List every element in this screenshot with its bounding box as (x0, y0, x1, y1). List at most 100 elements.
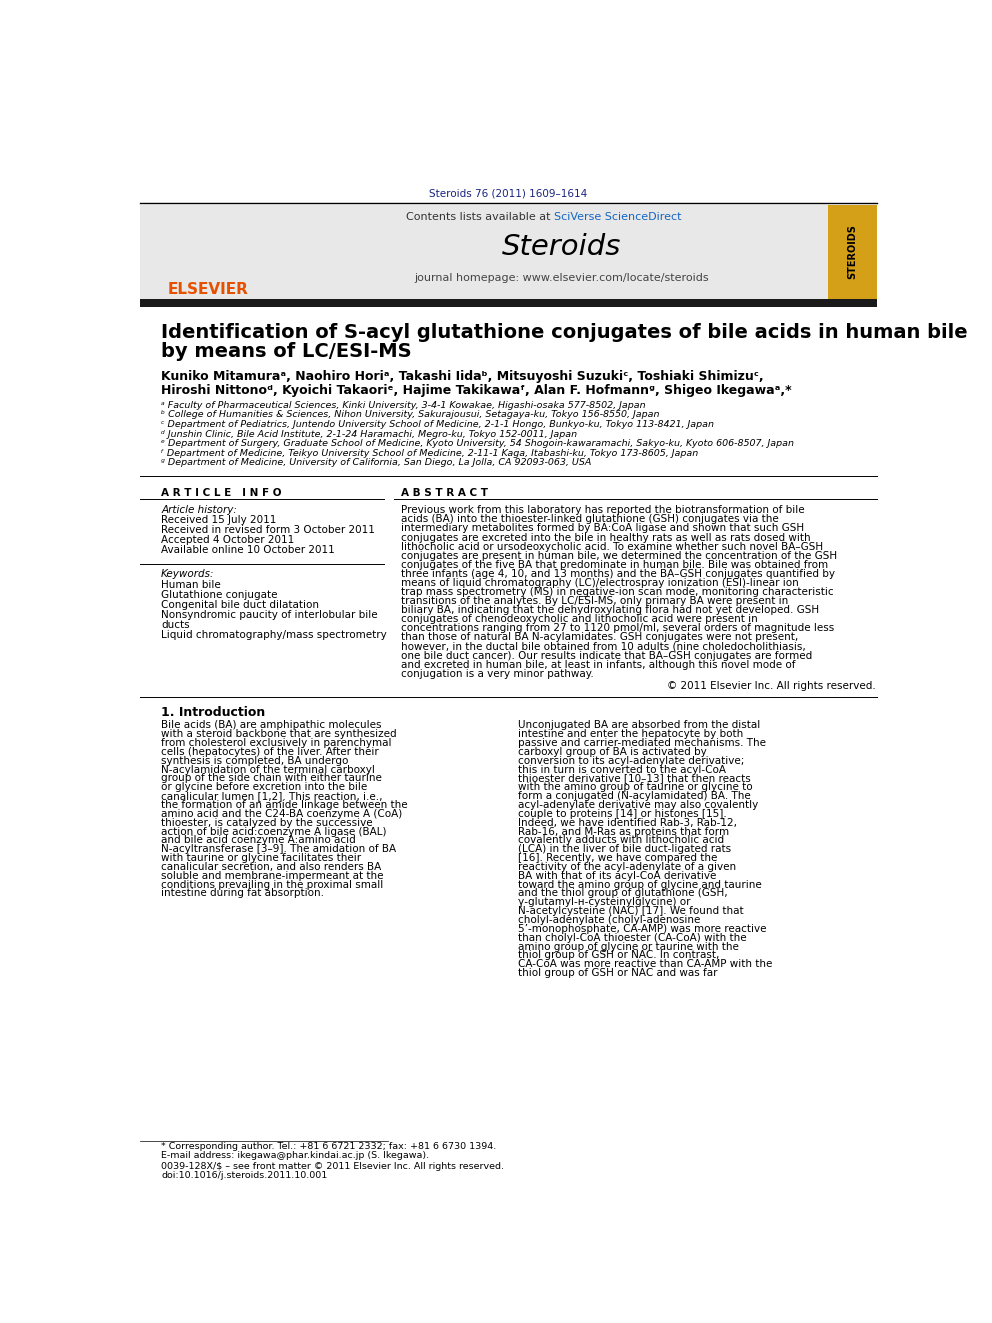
Text: A R T I C L E   I N F O: A R T I C L E I N F O (161, 488, 282, 497)
Text: conjugation is a very minor pathway.: conjugation is a very minor pathway. (402, 669, 594, 679)
Text: and the thiol group of glutathione (GSH,: and the thiol group of glutathione (GSH, (518, 889, 727, 898)
Text: group of the side chain with either taurine: group of the side chain with either taur… (161, 774, 382, 783)
Text: (LCA) in the liver of bile duct-ligated rats: (LCA) in the liver of bile duct-ligated … (518, 844, 731, 855)
Text: than those of natural BA N-acylamidates. GSH conjugates were not present,: than those of natural BA N-acylamidates.… (402, 632, 799, 643)
Text: ᵃ Faculty of Pharmaceutical Sciences, Kinki University, 3-4-1 Kowakae, Higashi-o: ᵃ Faculty of Pharmaceutical Sciences, Ki… (161, 401, 646, 410)
Text: conversion to its acyl-adenylate derivative;: conversion to its acyl-adenylate derivat… (518, 755, 744, 766)
Text: Steroids: Steroids (502, 233, 622, 262)
Text: thioester, is catalyzed by the successive: thioester, is catalyzed by the successiv… (161, 818, 373, 828)
Text: trap mass spectrometry (MS) in negative-ion scan mode, monitoring characteristic: trap mass spectrometry (MS) in negative-… (402, 587, 834, 597)
Text: A B S T R A C T: A B S T R A C T (402, 488, 488, 497)
Text: soluble and membrane-impermeant at the: soluble and membrane-impermeant at the (161, 871, 384, 881)
Text: N-acylamidation of the terminal carboxyl: N-acylamidation of the terminal carboxyl (161, 765, 375, 774)
Text: conditions prevailing in the proximal small: conditions prevailing in the proximal sm… (161, 880, 384, 889)
Text: ᵇ College of Humanities & Sciences, Nihon University, Sakurajousui, Setagaya-ku,: ᵇ College of Humanities & Sciences, Niho… (161, 410, 660, 419)
Text: Indeed, we have identified Rab-3, Rab-12,: Indeed, we have identified Rab-3, Rab-12… (518, 818, 737, 828)
Text: cells (hepatocytes) of the liver. After their: cells (hepatocytes) of the liver. After … (161, 746, 379, 757)
Text: by means of LC/ESI-MS: by means of LC/ESI-MS (161, 341, 412, 361)
FancyBboxPatch shape (140, 205, 291, 299)
Text: canalicular secretion, and also renders BA: canalicular secretion, and also renders … (161, 861, 382, 872)
Text: intestine during fat absorption.: intestine during fat absorption. (161, 889, 324, 898)
Text: Contents lists available at: Contents lists available at (406, 212, 555, 221)
Text: synthesis is completed, BA undergo: synthesis is completed, BA undergo (161, 755, 348, 766)
Text: acyl-adenylate derivative may also covalently: acyl-adenylate derivative may also coval… (518, 800, 758, 810)
Text: 5’-monophosphate, CA-AMP) was more reactive: 5’-monophosphate, CA-AMP) was more react… (518, 923, 766, 934)
Text: N-acetylcysteine (NAC) [17]. We found that: N-acetylcysteine (NAC) [17]. We found th… (518, 906, 743, 917)
Text: Identification of S-acyl glutathione conjugates of bile acids in human bile: Identification of S-acyl glutathione con… (161, 323, 968, 341)
Text: ᶜ Department of Pediatrics, Juntendo University School of Medicine, 2-1-1 Hongo,: ᶜ Department of Pediatrics, Juntendo Uni… (161, 419, 714, 429)
Text: thioester derivative [10–13] that then reacts: thioester derivative [10–13] that then r… (518, 774, 751, 783)
Text: concentrations ranging from 27 to 1120 pmol/ml, several orders of magnitude less: concentrations ranging from 27 to 1120 p… (402, 623, 834, 634)
Text: conjugates are excreted into the bile in healthy rats as well as rats dosed with: conjugates are excreted into the bile in… (402, 533, 811, 542)
Text: this in turn is converted to the acyl-CoA: this in turn is converted to the acyl-Co… (518, 765, 726, 774)
Text: Nonsyndromic paucity of interlobular bile: Nonsyndromic paucity of interlobular bil… (161, 610, 378, 620)
Text: couple to proteins [14] or histones [15].: couple to proteins [14] or histones [15]… (518, 808, 726, 819)
Text: N-acyltransferase [3–9]. The amidation of BA: N-acyltransferase [3–9]. The amidation o… (161, 844, 397, 855)
Text: amino acid and the C24-BA coenzyme A (CoA): amino acid and the C24-BA coenzyme A (Co… (161, 808, 403, 819)
Text: intermediary metabolites formed by BA:CoA ligase and shown that such GSH: intermediary metabolites formed by BA:Co… (402, 524, 805, 533)
Text: Keywords:: Keywords: (161, 569, 214, 579)
Text: Hiroshi Nittonoᵈ, Kyoichi Takaoriᵉ, Hajime Takikawaᶠ, Alan F. Hofmannᵍ, Shigeo I: Hiroshi Nittonoᵈ, Kyoichi Takaoriᵉ, Haji… (161, 384, 792, 397)
FancyBboxPatch shape (827, 205, 877, 299)
Text: ᵈ Junshin Clinic, Bile Acid Institute, 2-1-24 Haramachi, Megro-ku, Tokyo 152-001: ᵈ Junshin Clinic, Bile Acid Institute, 2… (161, 430, 577, 438)
Text: © 2011 Elsevier Inc. All rights reserved.: © 2011 Elsevier Inc. All rights reserved… (667, 681, 876, 691)
Text: Received 15 July 2011: Received 15 July 2011 (161, 515, 277, 525)
Text: form a conjugated (N-acylamidated) BA. The: form a conjugated (N-acylamidated) BA. T… (518, 791, 751, 802)
Text: * Corresponding author. Tel.: +81 6 6721 2332; fax: +81 6 6730 1394.: * Corresponding author. Tel.: +81 6 6721… (161, 1142, 496, 1151)
Text: and bile acid coenzyme A:amino acid: and bile acid coenzyme A:amino acid (161, 835, 356, 845)
Text: ᵉ Department of Surgery, Graduate School of Medicine, Kyoto University, 54 Shogo: ᵉ Department of Surgery, Graduate School… (161, 439, 795, 448)
Text: with taurine or glycine facilitates their: with taurine or glycine facilitates thei… (161, 853, 361, 863)
Text: Previous work from this laboratory has reported the biotransformation of bile: Previous work from this laboratory has r… (402, 505, 806, 515)
Text: with the amino group of taurine or glycine to: with the amino group of taurine or glyci… (518, 782, 752, 792)
Text: transitions of the analytes. By LC/ESI-MS, only primary BA were present in: transitions of the analytes. By LC/ESI-M… (402, 597, 789, 606)
Text: Liquid chromatography/mass spectrometry: Liquid chromatography/mass spectrometry (161, 630, 387, 640)
Text: ducts: ducts (161, 620, 189, 630)
Text: conjugates of chenodeoxycholic and lithocholic acid were present in: conjugates of chenodeoxycholic and litho… (402, 614, 758, 624)
Text: SciVerse ScienceDirect: SciVerse ScienceDirect (555, 212, 682, 221)
Text: Steroids 76 (2011) 1609–1614: Steroids 76 (2011) 1609–1614 (430, 188, 587, 198)
Text: Bile acids (BA) are amphipathic molecules: Bile acids (BA) are amphipathic molecule… (161, 720, 382, 730)
Text: cholyl-adenylate (cholyl-adenosine: cholyl-adenylate (cholyl-adenosine (518, 916, 700, 925)
Text: covalently adducts with lithocholic acid: covalently adducts with lithocholic acid (518, 835, 724, 845)
Text: Congenital bile duct dilatation: Congenital bile duct dilatation (161, 599, 319, 610)
Text: STEROIDS: STEROIDS (847, 224, 857, 279)
Text: carboxyl group of BA is activated by: carboxyl group of BA is activated by (518, 746, 706, 757)
Text: 1. Introduction: 1. Introduction (161, 705, 266, 718)
Text: biliary BA, indicating that the dehydroxylating flora had not yet developed. GSH: biliary BA, indicating that the dehydrox… (402, 605, 819, 615)
Text: thiol group of GSH or NAC and was far: thiol group of GSH or NAC and was far (518, 968, 717, 978)
Text: Kuniko Mitamuraᵃ, Naohiro Horiᵃ, Takashi Iidaᵇ, Mitsuyoshi Suzukiᶜ, Toshiaki Shi: Kuniko Mitamuraᵃ, Naohiro Horiᵃ, Takashi… (161, 370, 764, 384)
Text: ᶠ Department of Medicine, Teikyo University School of Medicine, 2-11-1 Kaga, Ita: ᶠ Department of Medicine, Teikyo Univers… (161, 448, 698, 458)
Text: BA with that of its acyl-CoA derivative: BA with that of its acyl-CoA derivative (518, 871, 716, 881)
Text: CA-CoA was more reactive than CA-AMP with the: CA-CoA was more reactive than CA-AMP wit… (518, 959, 772, 970)
Text: E-mail address: ikegawa@phar.kindai.ac.jp (S. Ikegawa).: E-mail address: ikegawa@phar.kindai.ac.j… (161, 1151, 430, 1160)
Text: Available online 10 October 2011: Available online 10 October 2011 (161, 545, 335, 556)
Text: one bile duct cancer). Our results indicate that BA–GSH conjugates are formed: one bile duct cancer). Our results indic… (402, 651, 812, 660)
Text: amino group of glycine or taurine with the: amino group of glycine or taurine with t… (518, 942, 739, 951)
Text: lithocholic acid or ursodeoxycholic acid. To examine whether such novel BA–GSH: lithocholic acid or ursodeoxycholic acid… (402, 541, 823, 552)
Text: however, in the ductal bile obtained from 10 adults (nine choledocholithiasis,: however, in the ductal bile obtained fro… (402, 642, 806, 651)
Text: Human bile: Human bile (161, 579, 221, 590)
Text: or glycine before excretion into the bile: or glycine before excretion into the bil… (161, 782, 367, 792)
Text: means of liquid chromatography (LC)/electrospray ionization (ESI)-linear ion: means of liquid chromatography (LC)/elec… (402, 578, 800, 587)
Text: Rab-16, and M-Ras as proteins that form: Rab-16, and M-Ras as proteins that form (518, 827, 729, 836)
Text: and excreted in human bile, at least in infants, although this novel mode of: and excreted in human bile, at least in … (402, 660, 796, 669)
Text: doi:10.1016/j.steroids.2011.10.001: doi:10.1016/j.steroids.2011.10.001 (161, 1171, 327, 1180)
Text: γ-glutamyl-ʜ-cysteinylglycine) or: γ-glutamyl-ʜ-cysteinylglycine) or (518, 897, 690, 908)
Text: thiol group of GSH or NAC. In contrast,: thiol group of GSH or NAC. In contrast, (518, 950, 719, 960)
Text: than cholyl-CoA thioester (CA-CoA) with the: than cholyl-CoA thioester (CA-CoA) with … (518, 933, 746, 943)
Text: Glutathione conjugate: Glutathione conjugate (161, 590, 278, 599)
FancyBboxPatch shape (140, 205, 877, 299)
Text: Unconjugated BA are absorbed from the distal: Unconjugated BA are absorbed from the di… (518, 720, 760, 730)
Text: conjugates are present in human bile, we determined the concentration of the GSH: conjugates are present in human bile, we… (402, 550, 837, 561)
Text: ELSEVIER: ELSEVIER (168, 282, 248, 298)
Text: toward the amino group of glycine and taurine: toward the amino group of glycine and ta… (518, 880, 762, 889)
Text: [16]. Recently, we have compared the: [16]. Recently, we have compared the (518, 853, 717, 863)
Text: from cholesterol exclusively in parenchymal: from cholesterol exclusively in parenchy… (161, 738, 392, 747)
Text: Article history:: Article history: (161, 505, 237, 515)
Text: canalicular lumen [1,2]. This reaction, i.e.,: canalicular lumen [1,2]. This reaction, … (161, 791, 383, 802)
Text: the formation of an amide linkage between the: the formation of an amide linkage betwee… (161, 800, 408, 810)
Text: with a steroid backbone that are synthesized: with a steroid backbone that are synthes… (161, 729, 397, 740)
Text: Received in revised form 3 October 2011: Received in revised form 3 October 2011 (161, 525, 375, 536)
Text: journal homepage: www.elsevier.com/locate/steroids: journal homepage: www.elsevier.com/locat… (415, 273, 709, 283)
Text: acids (BA) into the thioester-linked glutathione (GSH) conjugates via the: acids (BA) into the thioester-linked glu… (402, 515, 779, 524)
